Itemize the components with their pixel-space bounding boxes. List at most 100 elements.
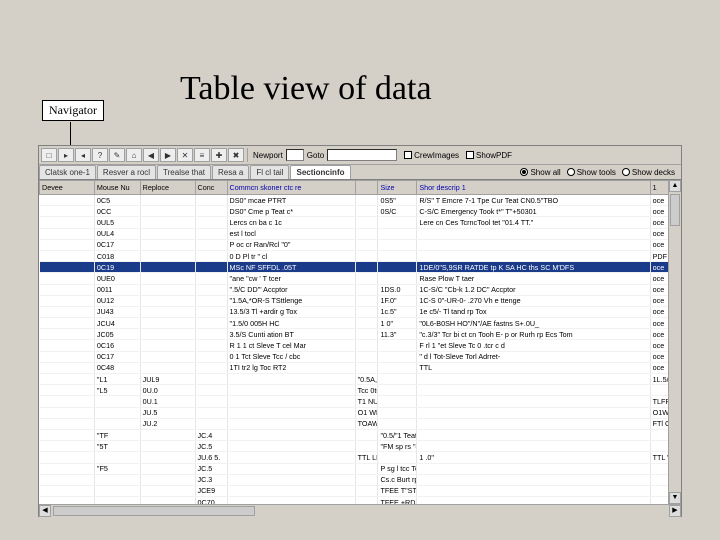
col-header-1[interactable]: Mouse Nu [94,181,140,195]
radio-showdecks[interactable]: Show decks [622,165,675,179]
col-header-0[interactable]: Devee [40,181,95,195]
cell [140,340,195,351]
toolbar-button-0[interactable]: □ [41,148,57,162]
table-row[interactable]: 0UL5Lercs cn ba c 1cLere cn Ces TcrncToo… [40,217,669,228]
check-showpdf-label: ShowPDF [476,151,512,160]
table-row[interactable]: 0C16R 1 1 ct Sleve T cel MarF rl 1 "et S… [40,340,669,351]
scrollbar-horizontal[interactable]: ◀ ▶ [39,504,681,517]
table-row[interactable]: 0C17P oc cr Ran/Rcl "0"oce [40,239,669,250]
table-row[interactable]: 0011".5/C DD'" Accptor1DS.01C-S/C "Cb-k … [40,284,669,295]
scroll-down-icon[interactable]: ▼ [669,492,681,504]
table-row[interactable]: 0UE0"ane "cw ' T tcerRase Plow T taeroce [40,273,669,284]
toolbar-button-11[interactable]: ✖ [228,148,244,162]
cell [195,228,227,239]
cell: DS0" Cme p Teat c* [227,206,355,217]
table-row[interactable]: 0C481TI tr2 lg Toc RT2TTLoce [40,362,669,373]
radio-showtools[interactable]: Show tools [567,165,616,179]
table-row[interactable]: JCU4"1.5/0 005H HC1 0""0L6-B0SH HO"/N"/A… [40,318,669,329]
table-row[interactable]: "L1JUL9"0.5A,C.D"c-0J poul1L.5/0 [40,374,669,385]
tab-5[interactable]: Sectioncinfo [290,165,350,179]
toolbar-button-3[interactable]: ? [92,148,108,162]
col-header-3[interactable]: Conc [195,181,227,195]
cell [417,418,650,429]
table-row[interactable]: JCE9TFEE T"ST.STl MC [40,485,669,496]
tab-2[interactable]: Trealse that [157,165,211,179]
cell [140,239,195,250]
toolbar-button-4[interactable]: ✎ [109,148,125,162]
table-row[interactable]: 0UL4est l tocloce [40,228,669,239]
cell [195,262,227,273]
scroll-thumb-v[interactable] [670,194,680,226]
cell [40,463,95,474]
col-header-8[interactable]: 1 [650,181,668,195]
tab-3[interactable]: Resa a [212,165,249,179]
table-row[interactable]: 0C170 1 Tct Sleve Tcc / cbc" d l Tot-Sle… [40,351,669,362]
cell [140,429,195,440]
toolbar-button-6[interactable]: ◀ [143,148,159,162]
cell: 0S/C [378,206,417,217]
scroll-right-icon[interactable]: ▶ [669,505,681,517]
cell: 1TI tr2 lg Toc RT2 [227,362,355,373]
toolbar-button-2[interactable]: ◂ [75,148,91,162]
table-row[interactable]: JU.6 5.TTL LLNNCLPTEC 1L1 .0"TTL "l 0N0 … [40,452,669,463]
col-header-6[interactable]: Size [378,181,417,195]
cell [378,239,417,250]
tab-4[interactable]: Fl cl tail [250,165,289,179]
table-row[interactable]: JU.5O1 WFELI NF . PL.GO1W HEELI NE PLLG [40,407,669,418]
cell: 1DE/0"S,9SR RATDE tp K SA HC ths SC M'DF… [417,262,650,273]
table-row[interactable]: 0U.1T1 NULLS NO P3TLFR0 HANGEH-C RE T NE… [40,396,669,407]
table-row[interactable]: 0C19MSc NF SFFDL .05T1DE/0"S,9SR RATDE t… [40,262,669,273]
cell [94,474,140,485]
cell [140,463,195,474]
toolbar-button-5[interactable]: ⌂ [126,148,142,162]
cell [355,474,378,485]
col-header-7[interactable]: Shor descrip 1 [417,181,650,195]
toolbar-button-8[interactable]: ✕ [177,148,193,162]
cell [40,239,95,250]
check-crewimages[interactable]: CrewImages [404,151,459,160]
table-row[interactable]: JC053.5/S Cunti ation BT11.3""c.3/3" Tcr… [40,329,669,340]
tab-0[interactable]: Clatsk one-1 [39,165,96,179]
toolbar-button-10[interactable]: ✚ [211,148,227,162]
data-grid[interactable]: DeveeMouse NuReploceConcCommcn skoner ct… [39,180,669,504]
cell: TFEE T"ST.STl MC [378,485,417,496]
table-row[interactable]: JU4313.5/3 Tl +ardir g Tox1c.5"1e c5/- T… [40,306,669,317]
table-row[interactable]: C0180 D Pl tr " clPDF [40,250,669,261]
newport-input[interactable] [286,149,304,161]
cell [355,228,378,239]
cell [378,452,417,463]
grid-area: DeveeMouse NuReploceConcCommcn skoner ct… [39,180,681,504]
col-header-4[interactable]: Commcn skoner ctc re [227,181,355,195]
col-header-2[interactable]: Reploce [140,181,195,195]
col-header-5[interactable] [355,181,378,195]
scroll-left-icon[interactable]: ◀ [39,505,51,517]
table-row[interactable]: "L50U.0Tcc 0tu reoshucc NT12 [40,385,669,396]
table-row[interactable]: 0U12"1.5A,*OR-S TSttlenge1F.0"1C-S 0"-UR… [40,295,669,306]
radio-showall[interactable]: Show all [520,165,560,179]
toolbar-button-7[interactable]: ▶ [160,148,176,162]
scroll-up-icon[interactable]: ▲ [669,180,681,192]
cell: oce [650,239,668,250]
goto-input[interactable] [327,149,397,161]
table-row[interactable]: 0CCDS0" Cme p Teat c*0S/CC-S/C Emergency… [40,206,669,217]
cell [140,497,195,504]
tab-1[interactable]: Resver a rocl [97,165,156,179]
table-row[interactable]: 0C70TFEE +RD MI N"TE/TEST C/P [40,497,669,504]
toolbar-button-1[interactable]: ▸ [58,148,74,162]
table-row[interactable]: JC.3Cs.c Burt rp Rr/P Tcol [40,474,669,485]
scroll-thumb-h[interactable] [53,506,255,516]
toolbar-button-9[interactable]: ≡ [194,148,210,162]
cell: JCU4 [94,318,140,329]
cell: Tcc 0tu reoshucc NT12 [355,385,378,396]
cell [40,485,95,496]
table-row[interactable]: 0C5DS0" mcae PTRT0S5"R/S" T Emcre 7-1 Tp… [40,195,669,206]
table-row[interactable]: "TFJC.4"0.5/"1 Teat Miag [40,429,669,440]
table-row[interactable]: "F5JC.5P sg l tcc Teat [40,463,669,474]
table-row[interactable]: "5TJC.5"FM sp rs "cst Stmp [40,441,669,452]
table-row[interactable]: JU.2TOAWFELNE Pl . GFTl C su'" 0HC PL.G [40,418,669,429]
check-showpdf[interactable]: ShowPDF [466,151,512,160]
cell [40,295,95,306]
cell [378,351,417,362]
cell [40,340,95,351]
scrollbar-vertical[interactable]: ▲ ▼ [668,180,681,504]
